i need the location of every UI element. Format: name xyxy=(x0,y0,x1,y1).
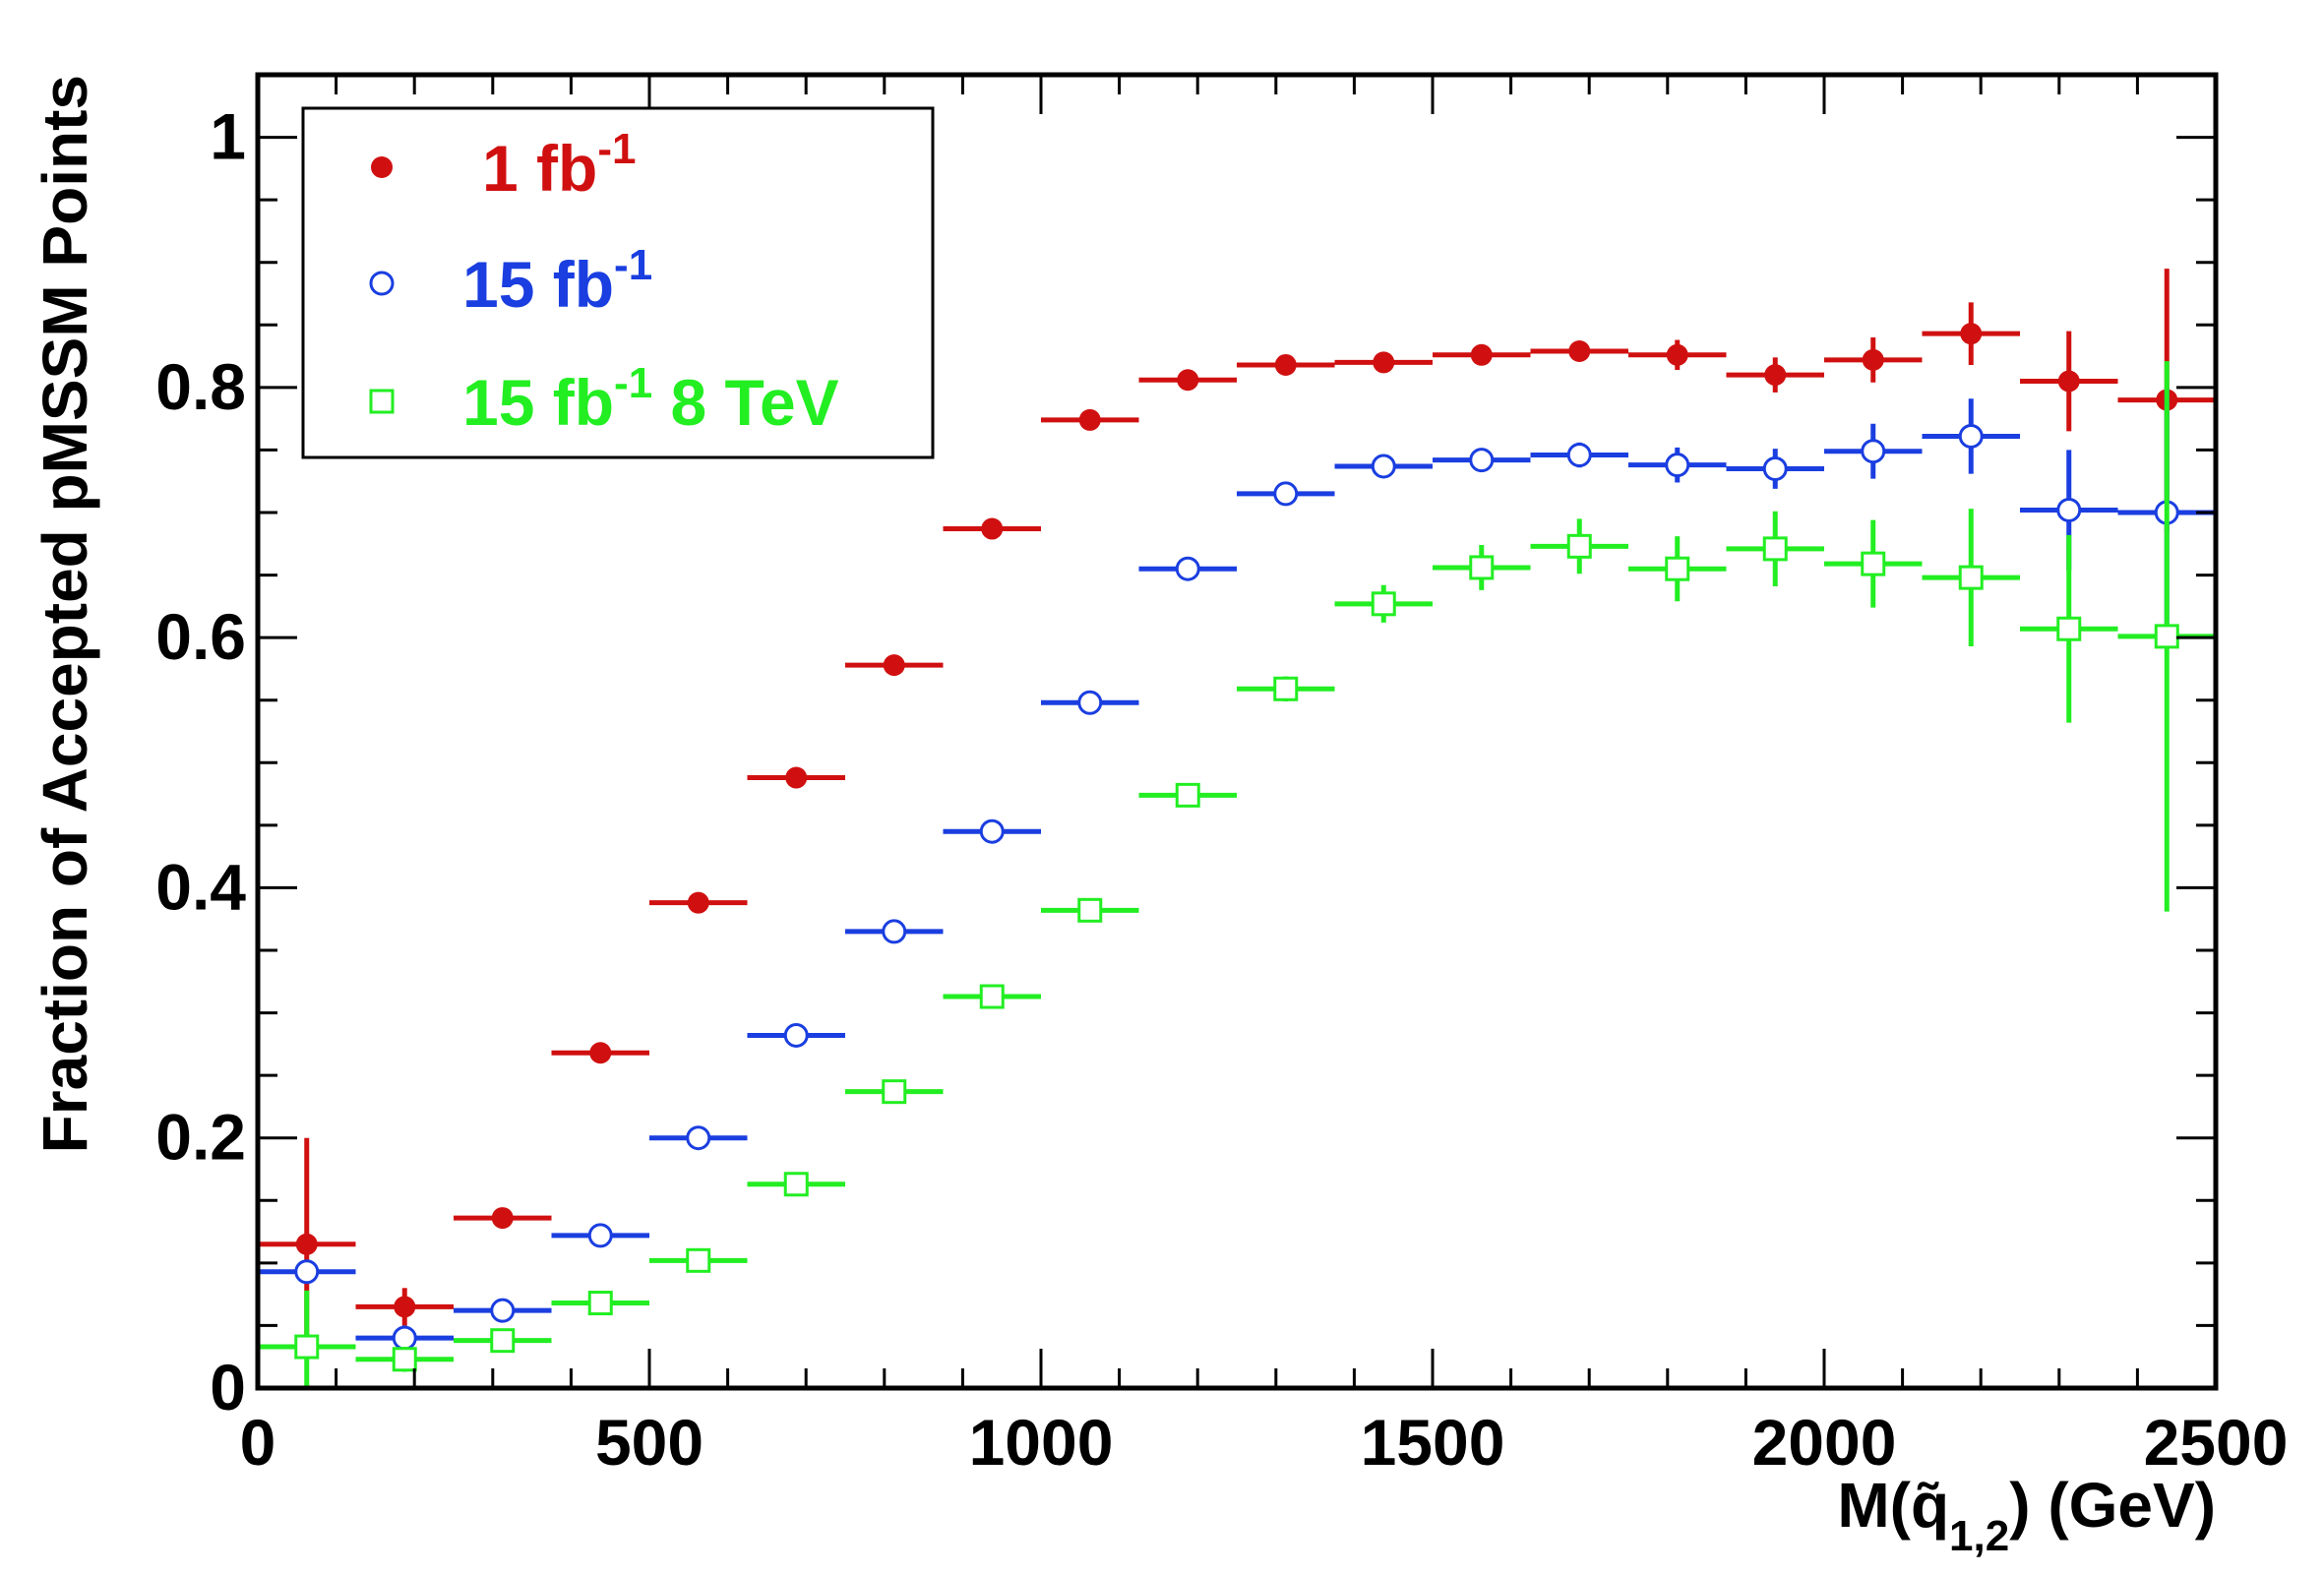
data-point xyxy=(1666,343,1688,366)
data-point xyxy=(783,1022,809,1048)
data-point xyxy=(785,766,808,789)
data-point xyxy=(2154,624,2179,649)
legend-label-main: 1 fb xyxy=(482,132,597,205)
data-point xyxy=(1958,565,1984,590)
data-point xyxy=(1078,408,1101,431)
data-layer xyxy=(258,269,2216,1388)
data-point xyxy=(490,1328,516,1354)
x-tick-label: 1000 xyxy=(969,1406,1114,1479)
data-point xyxy=(294,1334,320,1360)
data-point xyxy=(587,1291,613,1316)
data-point xyxy=(882,1079,907,1105)
data-point xyxy=(1273,676,1299,701)
series-3 xyxy=(258,361,2216,1388)
data-point xyxy=(981,517,1004,540)
data-point xyxy=(587,1223,613,1248)
data-point xyxy=(783,1172,809,1197)
y-tick-label: 0.2 xyxy=(155,1101,246,1174)
data-point xyxy=(1566,533,1592,559)
data-point xyxy=(491,1207,514,1230)
data-point xyxy=(1568,339,1591,362)
data-point xyxy=(392,1325,417,1351)
data-point xyxy=(1077,690,1103,715)
data-point xyxy=(1373,351,1395,374)
legend-marker-filled-circle xyxy=(371,156,393,178)
x-axis-title-main: M(q̃ xyxy=(1837,1470,1949,1541)
axis-layer: 0 500 1000 1500 2000 2500 0 0.2 0.4 0.6 0.8 1 xyxy=(155,73,2289,1479)
data-point xyxy=(1762,456,1788,481)
data-point xyxy=(394,1296,416,1318)
legend-label-superscript: -1 xyxy=(597,125,636,173)
data-point xyxy=(1764,364,1787,387)
data-point xyxy=(1960,323,1983,345)
legend-entries: 1 fb-115 fb-115 fb-1 8 TeV xyxy=(369,125,839,439)
data-point xyxy=(2056,497,2082,522)
data-point xyxy=(1469,448,1495,473)
data-point xyxy=(1175,556,1200,581)
data-point xyxy=(490,1298,516,1323)
x-tick-label: 1500 xyxy=(1361,1406,1505,1479)
y-tick-label: 1 xyxy=(210,100,246,173)
x-tick-label: 0 xyxy=(240,1406,276,1479)
plot-frame xyxy=(255,72,2219,1391)
data-point xyxy=(1861,439,1886,464)
data-point xyxy=(1077,897,1103,923)
data-point xyxy=(1274,353,1297,376)
data-point xyxy=(392,1347,417,1372)
data-point xyxy=(589,1042,612,1064)
series-2 xyxy=(258,387,2216,1351)
data-point xyxy=(1177,369,1199,392)
data-point xyxy=(1762,536,1788,562)
legend-label-tail: 8 TeV xyxy=(652,366,839,439)
data-point xyxy=(979,984,1005,1009)
data-point xyxy=(979,818,1005,844)
y-tick-label: 0.4 xyxy=(155,850,246,923)
data-point xyxy=(686,1125,711,1151)
legend: 1 fb-115 fb-115 fb-1 8 TeV xyxy=(301,106,935,459)
data-point xyxy=(1862,348,1884,371)
data-point xyxy=(686,1247,711,1273)
data-point xyxy=(1470,343,1493,366)
legend-marker-open-circle xyxy=(369,271,395,296)
data-point xyxy=(1175,782,1200,808)
y-tick-label: 0.6 xyxy=(155,600,246,673)
x-axis-title-subscript: 1,2 xyxy=(1949,1512,2009,1560)
data-point xyxy=(1371,591,1396,617)
x-tick-label: 2500 xyxy=(2144,1406,2289,1479)
x-axis-title-tail: ) (GeV) xyxy=(2009,1470,2216,1541)
data-point xyxy=(1273,481,1299,507)
legend-label: 1 fb-1 xyxy=(482,125,636,205)
y-tick-label: 0.8 xyxy=(155,350,246,423)
data-point xyxy=(2056,616,2082,641)
legend-label-superscript: -1 xyxy=(614,241,652,289)
legend-label: 15 fb-1 xyxy=(462,241,652,321)
data-point xyxy=(294,1259,320,1285)
data-point xyxy=(1469,555,1495,580)
data-point xyxy=(295,1233,318,1255)
y-axis-title: Fraction of Accepted pMSSM Points xyxy=(30,75,100,1153)
data-point xyxy=(1665,556,1690,581)
data-point xyxy=(2057,370,2080,393)
y-tick-label: 0 xyxy=(210,1351,246,1423)
data-point xyxy=(883,654,905,677)
data-point xyxy=(1371,454,1396,479)
legend-box xyxy=(301,106,935,459)
x-tick-label: 500 xyxy=(595,1406,703,1479)
data-point xyxy=(1566,443,1592,468)
legend-label: 15 fb-1 8 TeV xyxy=(462,359,839,439)
data-point xyxy=(1958,423,1984,449)
legend-marker-open-square xyxy=(369,389,395,414)
legend-label-main: 15 fb xyxy=(462,366,614,439)
data-point xyxy=(1665,453,1690,478)
x-axis-title: M(q̃1,2) (GeV) xyxy=(1837,1470,2216,1560)
legend-label-main: 15 fb xyxy=(462,248,614,321)
data-point xyxy=(687,891,709,914)
data-point xyxy=(1861,551,1886,576)
data-point xyxy=(882,919,907,944)
x-tick-label: 2000 xyxy=(1752,1406,1897,1479)
legend-label-superscript: -1 xyxy=(614,359,652,407)
